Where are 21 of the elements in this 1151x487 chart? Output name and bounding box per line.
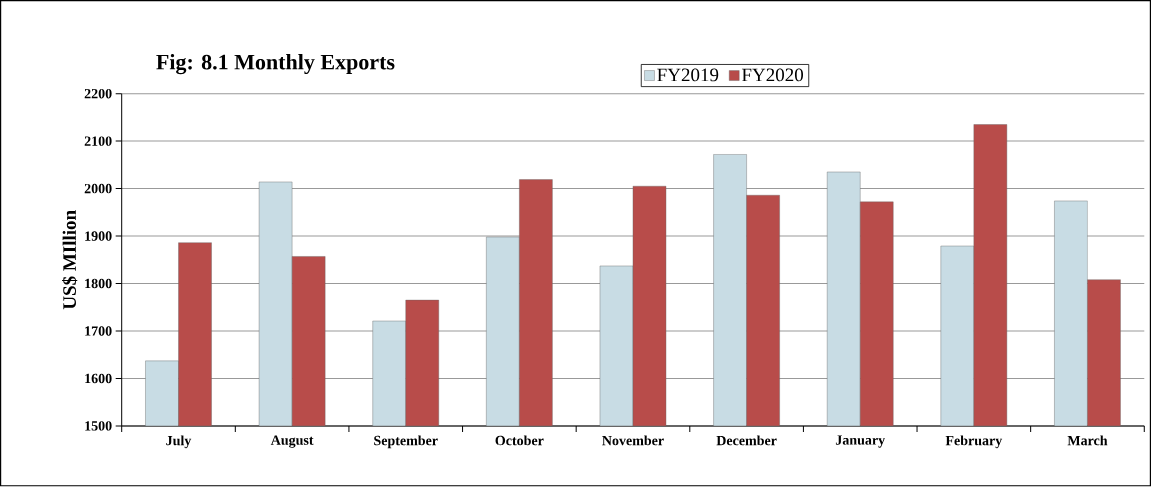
y-tick-label: 1500 (85, 421, 112, 431)
x-tick-label: October (495, 435, 544, 446)
x-tick-label: September (374, 435, 438, 449)
x-tick-label: November (602, 435, 664, 446)
chart-title: Fig: 8.1 Monthly Exports (156, 54, 395, 75)
y-axis-title: US$ MIllion (62, 210, 78, 310)
legend-label: FY2020 (741, 68, 804, 82)
y-tick-label: 1800 (85, 279, 112, 289)
y-tick-label: 2100 (84, 136, 112, 147)
y-tick-label: 2000 (84, 184, 112, 194)
x-tick-label: July (166, 435, 192, 449)
legend-label: FY2019 (657, 68, 719, 82)
y-tick-label: 1900 (85, 231, 112, 242)
y-tick-label: 1700 (85, 326, 112, 336)
x-tick-label: August (270, 435, 314, 448)
y-tick-label: 1600 (85, 373, 112, 384)
x-tick-label: March (1067, 435, 1108, 446)
x-tick-label: December (716, 435, 777, 446)
x-tick-label: January (835, 435, 885, 448)
y-tick-label: 2200 (84, 89, 112, 99)
x-tick-label: February (945, 435, 1003, 449)
